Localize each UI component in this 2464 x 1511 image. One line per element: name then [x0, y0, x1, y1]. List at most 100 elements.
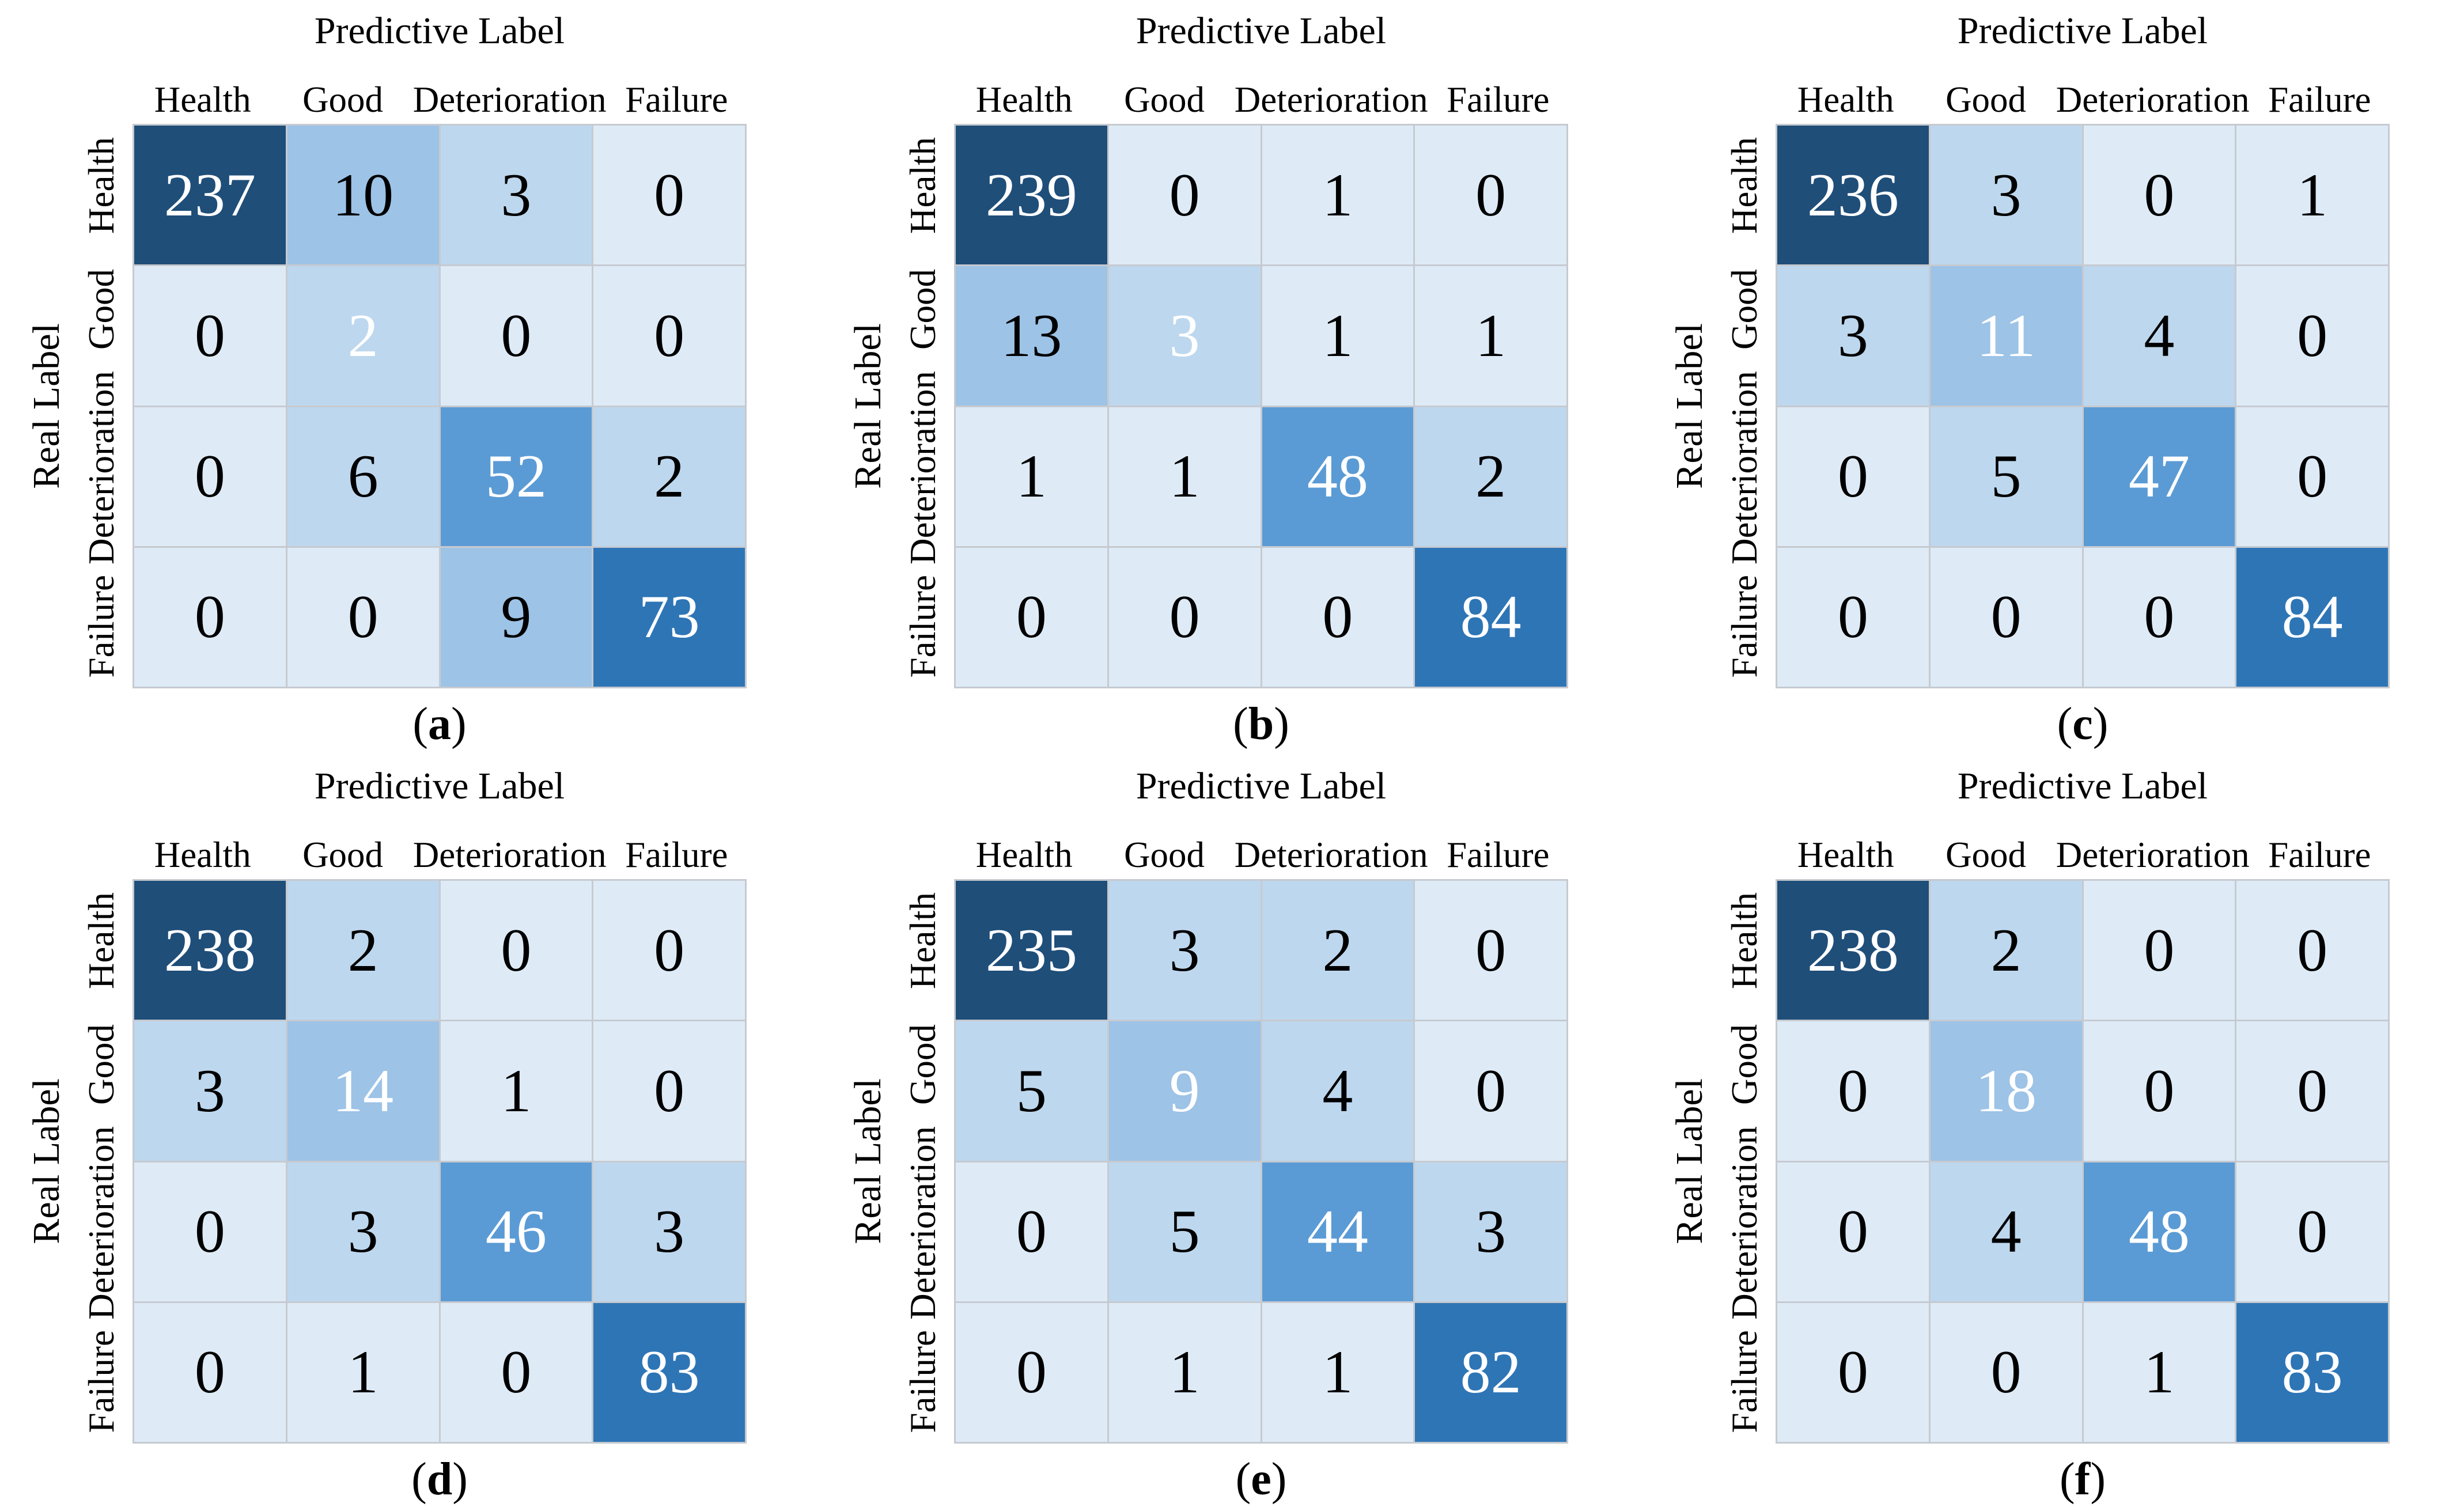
matrix-cell: 0 [2236, 407, 2388, 546]
matrix-cell: 0 [1415, 1021, 1566, 1161]
row-label: Deterioration [1724, 371, 1765, 565]
matrix-cell: 0 [1108, 126, 1261, 265]
matrix-cell: 0 [2083, 126, 2235, 265]
matrix-cell: 0 [440, 1302, 592, 1442]
matrix-cell: 0 [1262, 547, 1414, 687]
matrix-cell: 2 [1930, 881, 2082, 1020]
matrix-cell: 235 [956, 881, 1107, 1020]
panel-caption: (a) [133, 698, 747, 751]
confusion-matrix-panel-a: Predictive Label Health Good Deteriorati… [0, 0, 821, 755]
row-label-column: Health Good Deterioration Failure [898, 124, 948, 688]
col-header: Failure [625, 79, 728, 120]
col-header: Deterioration [1234, 834, 1428, 875]
matrix-cell: 0 [134, 266, 286, 406]
row-label: Failure [81, 575, 122, 678]
row-label: Good [902, 1024, 943, 1105]
matrix-cell: 44 [1262, 1162, 1414, 1301]
y-axis-title: Real Label [847, 1078, 889, 1244]
confusion-matrix-panel-c: Predictive Label Health Good Deteriorati… [1643, 0, 2464, 755]
row-label: Failure [902, 575, 943, 678]
caption-close-paren: ) [1274, 699, 1289, 749]
matrix-cell: 5 [1108, 1162, 1261, 1301]
x-axis-title: Predictive Label [1136, 10, 1387, 52]
x-axis-title: Predictive Label [1957, 765, 2208, 807]
caption-letter: c [2072, 699, 2093, 749]
matrix-cell: 0 [956, 1162, 1107, 1301]
matrix-cell: 0 [287, 547, 439, 687]
row-label-slot: Failure [1719, 565, 1770, 688]
row-label-slot: Good [76, 1003, 127, 1127]
col-header: Good [1124, 834, 1205, 875]
matrix-cell: 47 [2083, 407, 2235, 546]
matrix-cell: 84 [2236, 547, 2388, 687]
panel-caption: (c) [1776, 698, 2390, 751]
matrix-cell: 0 [1777, 1021, 1929, 1161]
matrix-cell: 1 [956, 407, 1107, 546]
col-header: Failure [1447, 79, 1550, 120]
matrix-cell: 18 [1930, 1021, 2082, 1161]
row-label-slot: Good [898, 248, 948, 372]
panel-caption: (f) [1776, 1453, 2390, 1506]
col-header: Health [154, 834, 251, 875]
matrix-cell: 82 [1415, 1302, 1566, 1442]
row-label: Health [1724, 137, 1765, 234]
matrix-cell: 0 [1930, 1302, 2082, 1442]
column-header-row: Health Good Deterioration Failure [133, 62, 747, 120]
matrix-cell: 1 [1108, 407, 1261, 546]
caption-close-paren: ) [2092, 699, 2109, 749]
matrix-cell: 5 [1930, 407, 2082, 546]
row-label: Good [902, 269, 943, 350]
col-header: Good [1946, 834, 2027, 875]
matrix-cell: 0 [2236, 1162, 2388, 1301]
matrix-cell: 237 [134, 126, 286, 265]
column-header-row: Health Good Deterioration Failure [1776, 817, 2390, 875]
matrix-cell: 3 [1108, 881, 1261, 1020]
col-header: Failure [2268, 79, 2371, 120]
matrix-cell: 0 [1777, 1302, 1929, 1442]
y-axis-title-container: Real Label [24, 879, 69, 1444]
matrix-cell: 3 [1415, 1162, 1566, 1301]
matrix-cell: 1 [1262, 1302, 1414, 1442]
matrix-cell: 5 [956, 1021, 1107, 1161]
col-header: Failure [2268, 834, 2371, 875]
matrix-cell: 2 [287, 881, 439, 1020]
row-label: Deterioration [902, 371, 943, 565]
matrix-cell: 3 [287, 1162, 439, 1301]
matrix-cell: 83 [2236, 1302, 2388, 1442]
matrix-cell: 0 [134, 547, 286, 687]
caption-open-paren: ( [2060, 1454, 2075, 1505]
col-header: Deterioration [2056, 79, 2250, 120]
matrix-cell: 238 [1777, 881, 1929, 1020]
row-label: Good [1724, 269, 1765, 350]
matrix-cell: 1 [2083, 1302, 2235, 1442]
y-axis-title-container: Real Label [846, 124, 891, 688]
matrix-cell: 48 [2083, 1162, 2235, 1301]
matrix-cell: 3 [440, 126, 592, 265]
matrix-cell: 3 [1777, 266, 1929, 406]
matrix-cell: 10 [287, 126, 439, 265]
matrix-cell: 4 [2083, 266, 2235, 406]
matrix-cell: 1 [2236, 126, 2388, 265]
row-label-slot: Health [76, 879, 127, 1003]
matrix-cell: 4 [1930, 1162, 2082, 1301]
heatmap-grid: 235 3 2 0 5 9 4 0 0 5 44 3 0 1 1 82 [954, 879, 1568, 1444]
matrix-cell: 0 [440, 881, 592, 1020]
row-label-slot: Deterioration [898, 371, 948, 565]
row-label: Health [81, 137, 122, 234]
row-label-slot: Failure [898, 1320, 948, 1444]
row-label: Good [81, 269, 122, 350]
matrix-cell: 1 [1415, 266, 1566, 406]
col-header: Good [1946, 79, 2027, 120]
matrix-cell: 1 [1262, 126, 1414, 265]
row-label-column: Health Good Deterioration Failure [76, 879, 127, 1444]
confusion-matrix-panel-e: Predictive Label Health Good Deteriorati… [822, 755, 1642, 1510]
matrix-cell: 3 [593, 1162, 745, 1301]
column-header-row: Health Good Deterioration Failure [954, 62, 1568, 120]
row-label-slot: Deterioration [1719, 1126, 1770, 1320]
row-label: Failure [81, 1330, 122, 1433]
row-label: Deterioration [81, 371, 122, 565]
col-header: Health [154, 79, 251, 120]
row-label-slot: Good [1719, 248, 1770, 372]
matrix-cell: 1 [287, 1302, 439, 1442]
matrix-cell: 0 [134, 407, 286, 546]
